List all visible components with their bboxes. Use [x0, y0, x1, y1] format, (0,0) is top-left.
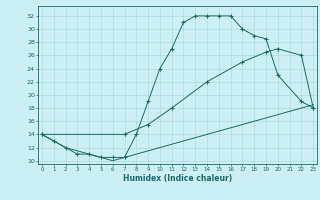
X-axis label: Humidex (Indice chaleur): Humidex (Indice chaleur) [123, 174, 232, 183]
